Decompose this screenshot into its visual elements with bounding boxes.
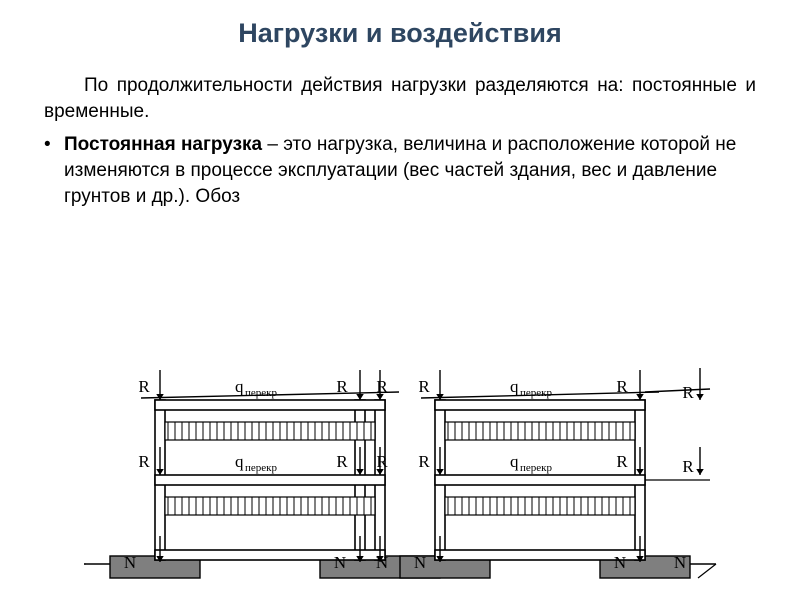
svg-text:R: R (418, 452, 430, 471)
svg-text:N: N (614, 553, 626, 572)
bullet-marker: • (44, 132, 64, 156)
bullet-term: Постоянная нагрузка (64, 134, 262, 155)
svg-text:R: R (616, 377, 628, 396)
svg-text:R: R (418, 377, 430, 396)
svg-text:q: q (235, 377, 244, 396)
slide-title: Нагрузки и воздействия (44, 18, 756, 49)
svg-text:N: N (376, 553, 388, 572)
svg-text:R: R (682, 383, 694, 402)
svg-text:N: N (414, 553, 426, 572)
svg-text:q: q (235, 452, 244, 471)
structural-diagram: qперекрqперекрqперекрqперекрRRRRRRRRRRRR… (0, 340, 800, 600)
svg-text:R: R (376, 452, 388, 471)
svg-text:перекр: перекр (245, 462, 277, 474)
svg-text:R: R (138, 452, 150, 471)
intro-paragraph: По продолжительности действия нагрузки р… (44, 73, 756, 124)
svg-text:перекр: перекр (245, 387, 277, 399)
svg-text:R: R (336, 377, 348, 396)
svg-text:N: N (334, 553, 346, 572)
svg-text:R: R (336, 452, 348, 471)
svg-text:N: N (674, 553, 686, 572)
svg-text:перекр: перекр (520, 387, 552, 399)
svg-text:R: R (138, 377, 150, 396)
bullet-body: Постоянная нагрузка – это нагрузка, вели… (64, 132, 756, 209)
svg-text:R: R (376, 377, 388, 396)
svg-text:N: N (124, 553, 136, 572)
bullet-item: • Постоянная нагрузка – это нагрузка, ве… (44, 132, 756, 209)
svg-text:R: R (616, 452, 628, 471)
svg-text:R: R (682, 457, 694, 476)
intro-text: По продолжительности действия нагрузки р… (44, 75, 756, 122)
svg-text:перекр: перекр (520, 462, 552, 474)
svg-text:q: q (510, 377, 519, 396)
svg-text:q: q (510, 452, 519, 471)
